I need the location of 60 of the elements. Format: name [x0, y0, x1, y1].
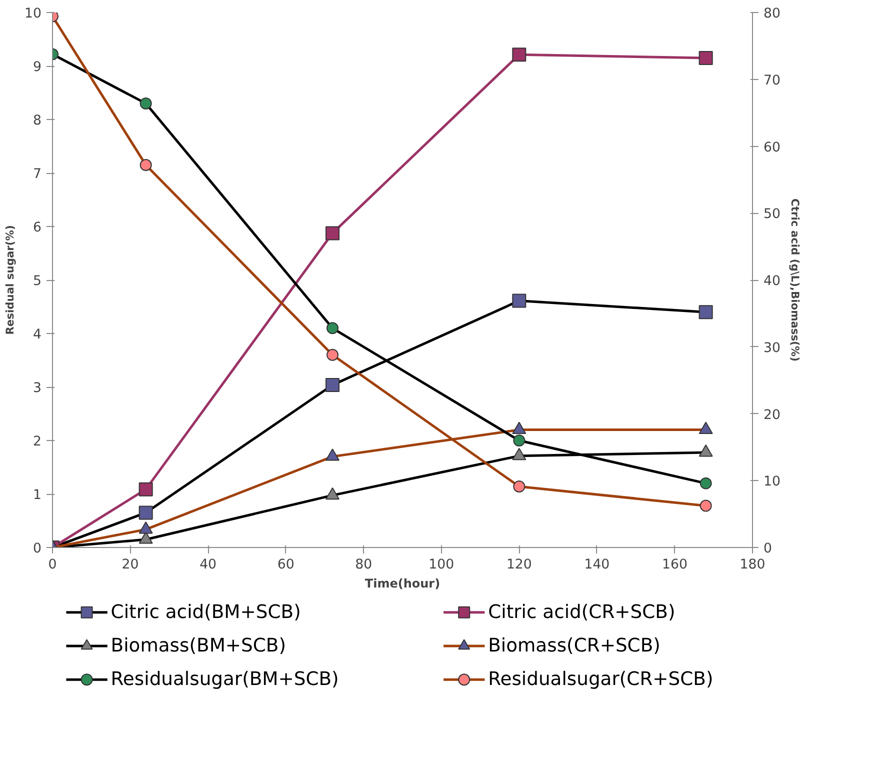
legend-label: Residualsugar(BM+SCB) [110, 669, 339, 690]
x-tick-label: 140 [584, 558, 610, 572]
y2-tick-label: 50 [764, 207, 780, 222]
y-tick-label: 2 [33, 434, 42, 450]
y-tick-label: 6 [33, 220, 42, 236]
y-axis-title: Residual sugar(%) [4, 225, 17, 335]
x-axis-title: Time(hour) [364, 576, 440, 590]
point [326, 322, 338, 334]
legend-label: Citric acid(CR+SCB) [488, 602, 676, 623]
point [140, 158, 152, 171]
y-tick-label: 8 [33, 114, 42, 128]
point [698, 422, 713, 434]
legend-label: Biomass(BM+SCB) [110, 636, 286, 656]
y-tick-label: 1 [33, 488, 42, 503]
point [513, 480, 526, 492]
legend-label: Biomass(CR+SCB) [488, 636, 660, 656]
x-tick-label: 80 [355, 558, 372, 572]
y-tick-label: 5 [33, 274, 42, 289]
point [512, 448, 526, 460]
x-tick-label: 0 [48, 558, 57, 572]
y2-axis-title: Ctric acid (g\L),Biomass(%) [788, 198, 802, 362]
y-tick-label: 0 [33, 542, 42, 556]
y2-tick-label: 40 [764, 274, 780, 289]
point [700, 477, 712, 490]
y2-tick-label: 0 [764, 542, 772, 556]
y-tick-label: 7 [33, 167, 42, 182]
point [698, 50, 713, 65]
x-tick-label: 160 [662, 558, 688, 572]
point [326, 226, 340, 240]
point [512, 294, 526, 308]
y-tick-label: 10 [24, 6, 42, 22]
y-tick-label: 4 [33, 328, 42, 342]
point [326, 487, 340, 500]
legend-label: Citric acid(BM+SCB) [110, 602, 301, 623]
point [140, 97, 152, 110]
y2-tick-label: 30 [764, 340, 780, 356]
point [698, 305, 713, 320]
x-tick-label: 100 [428, 558, 454, 572]
point [698, 444, 713, 457]
point [326, 448, 340, 461]
point [326, 378, 340, 392]
point [326, 348, 338, 361]
y-tick-label: 3 [33, 381, 42, 396]
point [700, 500, 712, 512]
point [512, 48, 526, 62]
y2-tick-label: 10 [764, 474, 780, 490]
y2-tick-label: 60 [764, 140, 780, 156]
x-tick-label: 20 [122, 558, 139, 572]
y2-tick-label: 80 [764, 6, 780, 22]
x-tick-label: 180 [740, 558, 766, 572]
y-tick-label: 9 [33, 60, 42, 75]
x-tick-label: 40 [200, 558, 217, 572]
x-tick-label: 60 [277, 558, 294, 572]
legend-label: Residualsugar(CR+SCB) [488, 669, 714, 690]
x-tick-label: 120 [506, 558, 532, 572]
point [512, 422, 526, 434]
y2-tick-label: 20 [764, 408, 780, 423]
y2-tick-label: 70 [764, 73, 780, 88]
point [138, 521, 153, 534]
point [513, 434, 526, 446]
